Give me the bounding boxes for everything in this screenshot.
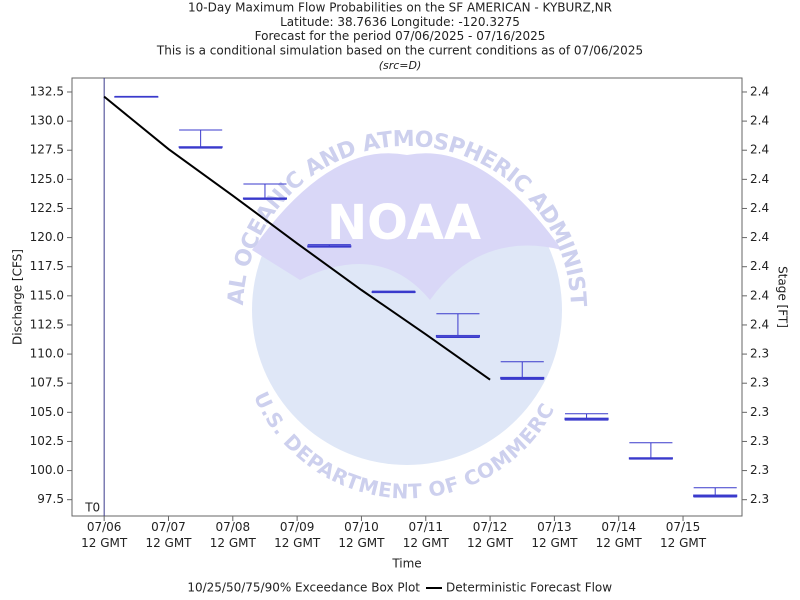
x-tick-label: 07/15 12 GMT xyxy=(660,520,707,550)
y-tick-label: 107.5 xyxy=(30,376,64,390)
y2-tick-label: 2.4 xyxy=(750,143,769,157)
y2-tick-label: 2.4 xyxy=(750,114,769,128)
x-tick-label: 07/13 12 GMT xyxy=(531,520,578,550)
y2-tick-label: 2.4 xyxy=(750,259,769,273)
x-tick-label: 07/07 12 GMT xyxy=(145,520,192,550)
legend-label: 10/25/50/75/90% Exceedance Box Plot xyxy=(187,581,420,595)
y2-tick-label: 2.3 xyxy=(750,434,769,448)
y-tick-label: 110.0 xyxy=(30,347,64,361)
watermark: NATIONAL OCEANIC AND ATMOSPHERIC ADMINIS… xyxy=(0,0,590,503)
chart-subtitle: (src=D) xyxy=(379,59,422,72)
y-tick-label: 127.5 xyxy=(30,143,64,157)
x-tick-label: 07/14 12 GMT xyxy=(596,520,643,550)
y-tick-label: 97.5 xyxy=(37,492,64,506)
y2-tick-label: 2.4 xyxy=(750,201,769,215)
y-axis-label: Discharge [CFS] xyxy=(11,249,25,345)
chart-title: Forecast for the period 07/06/2025 - 07/… xyxy=(255,29,546,43)
y2-axis-label: Stage [FT] xyxy=(776,266,790,328)
y2-tick-label: 2.3 xyxy=(750,463,769,477)
y-tick-label: 132.5 xyxy=(30,84,64,98)
y-tick-label: 105.0 xyxy=(30,405,64,419)
y2-tick-label: 2.4 xyxy=(750,84,769,98)
y2-tick-label: 2.4 xyxy=(750,288,769,302)
y-tick-label: 120.0 xyxy=(30,230,64,244)
y-tick-label: 125.0 xyxy=(30,172,64,186)
y-tick-label: 100.0 xyxy=(30,463,64,477)
y-tick-label: 102.5 xyxy=(30,434,64,448)
y-tick-label: 117.5 xyxy=(30,259,64,273)
x-tick-label: 07/11 12 GMT xyxy=(403,520,450,550)
y-tick-label: 122.5 xyxy=(30,201,64,215)
x-tick-label: 07/06 12 GMT xyxy=(81,520,128,550)
chart-title: 10-Day Maximum Flow Probabilities on the… xyxy=(188,1,612,15)
y2-tick-label: 2.3 xyxy=(750,492,769,506)
y-tick-label: 130.0 xyxy=(30,114,64,128)
y2-tick-label: 2.4 xyxy=(750,230,769,244)
y2-tick-label: 2.4 xyxy=(750,317,769,331)
watermark-name: NOAA xyxy=(327,195,481,251)
t0-label: T0 xyxy=(84,501,100,515)
y-tick-label: 115.0 xyxy=(30,288,64,302)
chart-title: Latitude: 38.7636 Longitude: -120.3275 xyxy=(280,15,520,29)
legend-label: Deterministic Forecast Flow xyxy=(446,581,612,595)
x-tick-label: 07/12 12 GMT xyxy=(467,520,514,550)
x-tick-label: 07/10 12 GMT xyxy=(338,520,385,550)
logo-bird xyxy=(252,153,562,300)
forecast-line xyxy=(103,95,491,381)
y-tick-label: 112.5 xyxy=(30,317,64,331)
y2-tick-label: 2.3 xyxy=(750,347,769,361)
plot-frame xyxy=(71,77,743,517)
y2-tick-label: 2.4 xyxy=(750,172,769,186)
chart-title: This is a conditional simulation based o… xyxy=(156,43,643,57)
x-axis-label: Time xyxy=(391,557,421,571)
y2-tick-label: 2.3 xyxy=(750,376,769,390)
x-tick-label: 07/09 12 GMT xyxy=(274,520,321,550)
y2-tick-label: 2.3 xyxy=(750,405,769,419)
x-tick-label: 07/08 12 GMT xyxy=(210,520,257,550)
